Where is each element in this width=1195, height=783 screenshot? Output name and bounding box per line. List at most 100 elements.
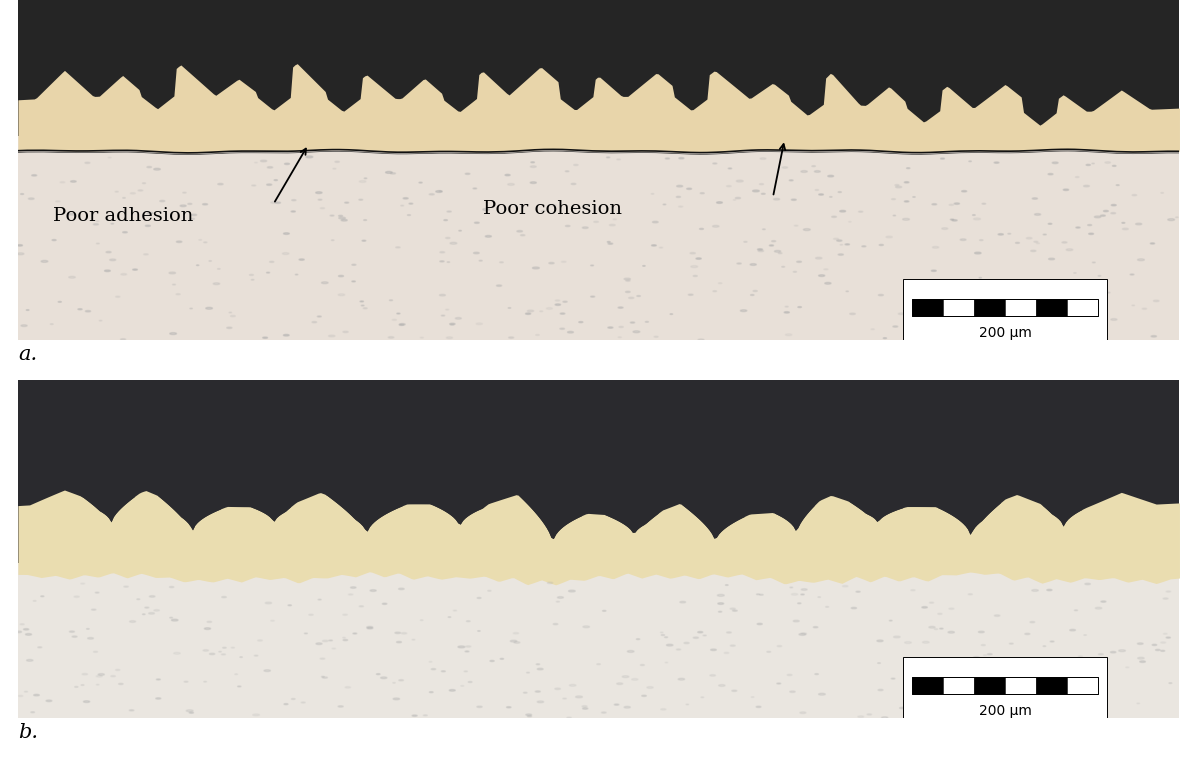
Circle shape	[96, 676, 103, 677]
Circle shape	[1009, 662, 1013, 663]
Circle shape	[20, 624, 24, 625]
Circle shape	[743, 241, 747, 242]
Circle shape	[625, 291, 630, 293]
Circle shape	[1151, 243, 1154, 244]
Circle shape	[785, 334, 792, 336]
Circle shape	[177, 241, 182, 243]
Circle shape	[446, 309, 449, 310]
Circle shape	[338, 217, 345, 219]
Circle shape	[798, 307, 802, 308]
Circle shape	[142, 182, 146, 184]
Circle shape	[217, 183, 223, 185]
Circle shape	[547, 582, 553, 583]
Circle shape	[488, 590, 491, 591]
Circle shape	[1111, 212, 1116, 214]
Circle shape	[788, 674, 792, 676]
Bar	[1005, 299, 1036, 316]
Circle shape	[654, 336, 658, 337]
Circle shape	[121, 338, 125, 340]
Circle shape	[526, 313, 531, 315]
Circle shape	[98, 673, 104, 676]
Circle shape	[691, 265, 698, 268]
Circle shape	[801, 594, 804, 595]
Bar	[1067, 299, 1098, 316]
Circle shape	[979, 631, 985, 633]
Circle shape	[880, 244, 883, 246]
Circle shape	[819, 693, 826, 695]
Circle shape	[905, 200, 909, 202]
Circle shape	[16, 631, 22, 633]
Circle shape	[124, 586, 128, 587]
Circle shape	[299, 259, 305, 260]
Circle shape	[465, 173, 470, 175]
Circle shape	[902, 218, 909, 220]
Circle shape	[130, 193, 135, 194]
Circle shape	[72, 636, 76, 637]
Circle shape	[660, 247, 662, 248]
Circle shape	[476, 323, 483, 325]
Circle shape	[801, 171, 808, 172]
Circle shape	[1048, 223, 1052, 224]
Circle shape	[883, 337, 887, 338]
Circle shape	[133, 269, 137, 270]
Circle shape	[1130, 274, 1134, 275]
Circle shape	[758, 623, 762, 625]
Circle shape	[549, 262, 554, 264]
Circle shape	[104, 270, 110, 272]
Circle shape	[1066, 249, 1073, 251]
Circle shape	[50, 323, 53, 324]
Circle shape	[962, 190, 967, 192]
Circle shape	[329, 640, 332, 641]
Circle shape	[429, 193, 434, 195]
Circle shape	[945, 336, 950, 337]
Circle shape	[923, 641, 930, 643]
Circle shape	[191, 218, 195, 219]
Circle shape	[338, 215, 343, 216]
Circle shape	[727, 186, 731, 187]
Circle shape	[761, 193, 765, 194]
Circle shape	[1050, 641, 1054, 642]
Circle shape	[170, 586, 173, 588]
Circle shape	[1031, 590, 1038, 591]
Circle shape	[338, 294, 344, 296]
Circle shape	[798, 603, 801, 604]
Circle shape	[421, 337, 423, 338]
Bar	[974, 299, 1005, 316]
Circle shape	[527, 716, 532, 717]
Circle shape	[204, 628, 210, 630]
Circle shape	[71, 181, 76, 182]
Circle shape	[283, 334, 289, 336]
Circle shape	[791, 594, 798, 595]
Circle shape	[790, 180, 793, 181]
Circle shape	[1016, 242, 1019, 244]
Circle shape	[1065, 691, 1068, 693]
Circle shape	[994, 615, 1000, 616]
Circle shape	[791, 199, 796, 200]
Circle shape	[115, 191, 118, 192]
Circle shape	[312, 322, 317, 323]
FancyBboxPatch shape	[903, 657, 1108, 725]
Circle shape	[590, 265, 594, 266]
Circle shape	[479, 260, 483, 262]
Circle shape	[477, 597, 482, 598]
Circle shape	[483, 208, 490, 211]
Circle shape	[523, 692, 527, 693]
Circle shape	[258, 640, 263, 641]
Circle shape	[1076, 176, 1079, 178]
Circle shape	[601, 712, 606, 713]
Circle shape	[878, 689, 883, 691]
Circle shape	[1084, 186, 1090, 187]
Circle shape	[758, 250, 764, 252]
Circle shape	[320, 207, 325, 209]
Circle shape	[157, 679, 160, 680]
Circle shape	[176, 294, 180, 295]
Circle shape	[666, 158, 669, 159]
Circle shape	[110, 259, 116, 261]
Circle shape	[1017, 680, 1022, 681]
Circle shape	[145, 607, 149, 608]
Circle shape	[147, 212, 153, 214]
Circle shape	[268, 167, 272, 168]
Circle shape	[799, 712, 805, 713]
Circle shape	[399, 680, 404, 681]
Circle shape	[93, 224, 98, 225]
